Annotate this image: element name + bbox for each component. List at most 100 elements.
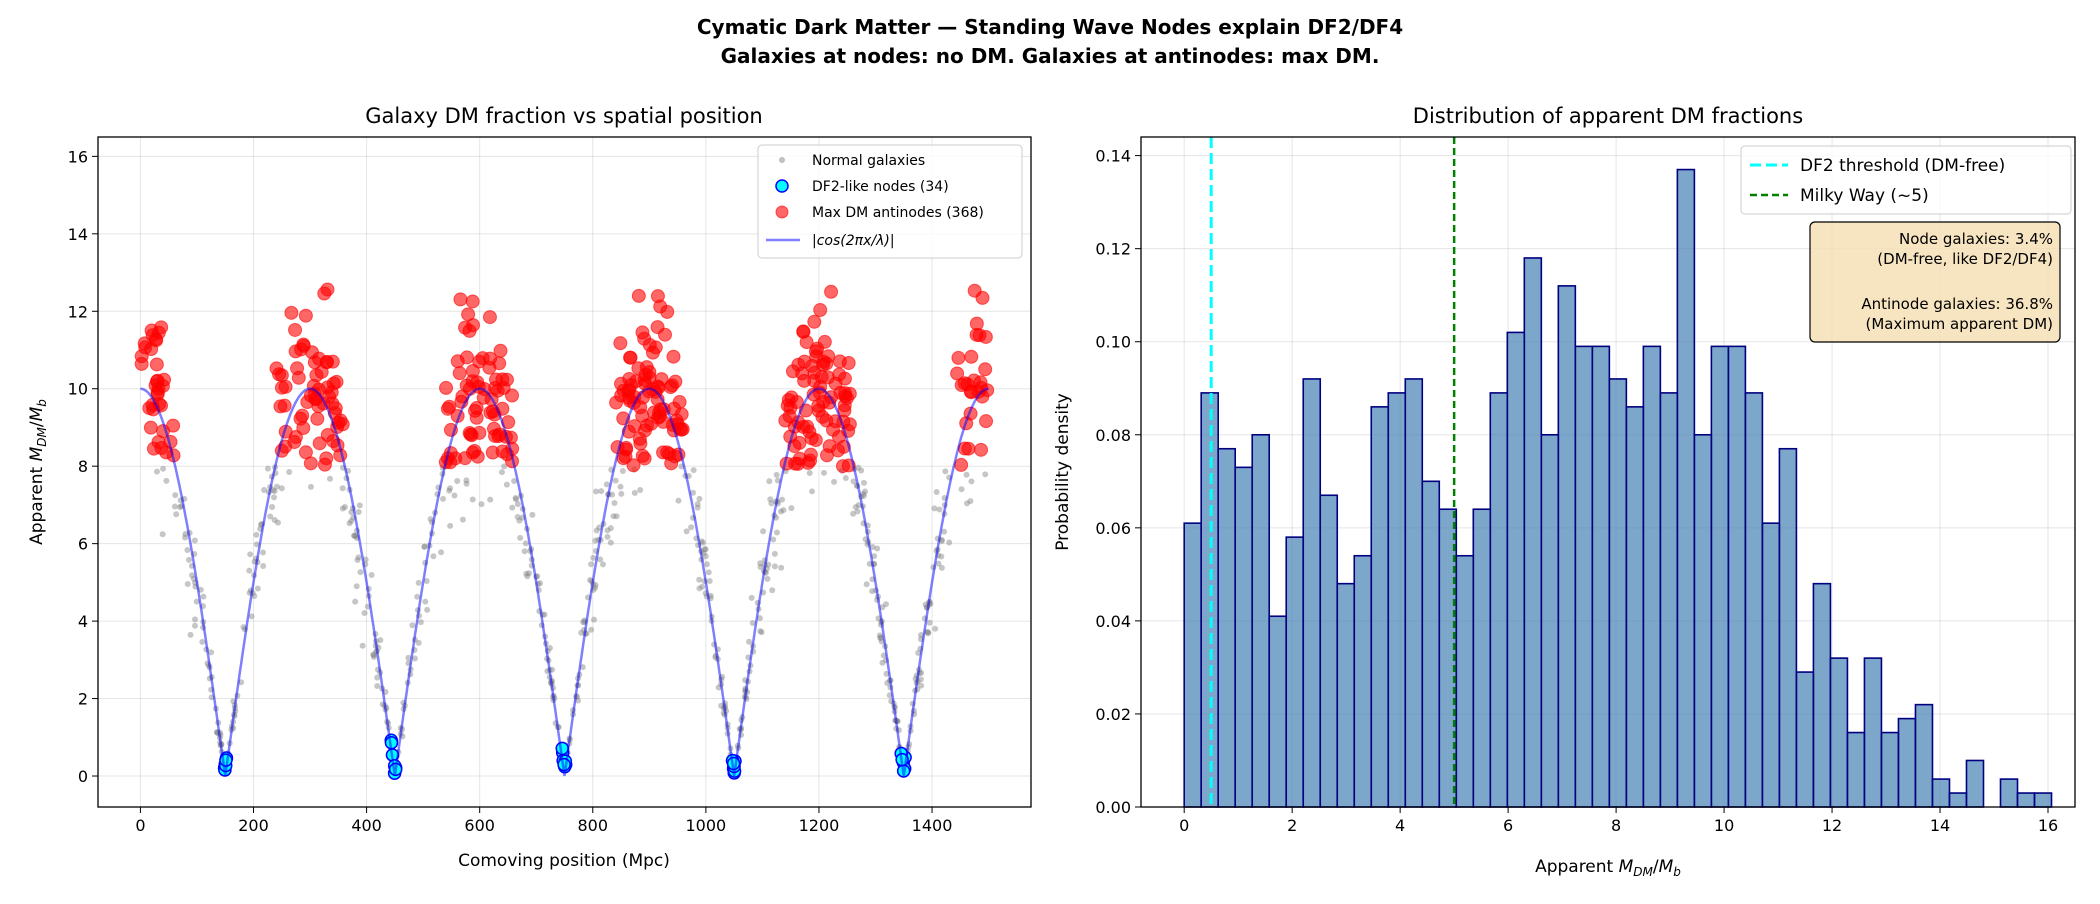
antinode-galaxy-point	[797, 373, 812, 388]
normal-galaxy-point	[756, 615, 763, 622]
normal-galaxy-point	[774, 477, 781, 484]
normal-galaxy-point	[374, 674, 381, 681]
antinode-galaxy-point	[452, 366, 467, 381]
annotation-line1: Node galaxies: 3.4%	[1899, 230, 2053, 248]
normal-galaxy-point	[706, 577, 713, 584]
antinode-galaxy-point	[461, 307, 476, 322]
normal-galaxy-point	[611, 500, 618, 507]
antinode-galaxy-point	[453, 292, 468, 307]
normal-galaxy-point	[696, 576, 703, 583]
left-title: Galaxy DM fraction vs spatial position	[365, 104, 763, 128]
normal-galaxy-point	[915, 649, 922, 656]
normal-galaxy-point	[353, 583, 360, 590]
normal-galaxy-point	[356, 502, 363, 509]
antinode-galaxy-point	[613, 336, 628, 351]
antinode-galaxy-point	[803, 453, 818, 468]
normal-galaxy-point	[271, 488, 278, 495]
normal-galaxy-point	[580, 619, 587, 626]
antinode-galaxy-point	[317, 457, 332, 472]
normal-galaxy-point	[863, 581, 870, 588]
antinode-galaxy-point	[322, 389, 337, 404]
normal-galaxy-point	[869, 544, 876, 551]
normal-galaxy-point	[182, 530, 189, 537]
normal-galaxy-point	[177, 504, 184, 511]
normal-galaxy-point	[882, 601, 889, 608]
normal-galaxy-point	[593, 527, 600, 534]
histogram-bar	[1744, 392, 1764, 808]
right-title: Distribution of apparent DM fractions	[1413, 104, 1803, 128]
histogram-bar	[1676, 168, 1696, 808]
normal-galaxy-point	[699, 539, 706, 546]
normal-galaxy-point	[852, 504, 859, 511]
antinode-galaxy-point	[320, 282, 335, 297]
annotation-line2: (DM-free, like DF2/DF4)	[1877, 250, 2053, 268]
histogram-bar	[1472, 508, 1492, 808]
normal-galaxy-point	[326, 475, 333, 482]
antinode-galaxy-point	[826, 422, 841, 437]
histogram-bar	[1863, 657, 1883, 808]
y-tick-label: 14	[68, 225, 88, 244]
antinode-galaxy-point	[458, 451, 473, 466]
antinode-galaxy-point	[656, 445, 671, 460]
y-tick-label: 0.00	[1095, 798, 1131, 817]
normal-galaxy-point	[600, 561, 607, 568]
normal-galaxy-point	[768, 500, 775, 507]
antinode-galaxy-point	[273, 399, 288, 414]
normal-galaxy-point	[269, 504, 276, 511]
normal-galaxy-point	[860, 479, 867, 486]
normal-galaxy-point	[192, 616, 199, 623]
x-tick-label: 10	[1714, 816, 1734, 835]
left-legend: Normal galaxies DF2-like nodes (34) Max …	[757, 144, 1023, 259]
normal-galaxy-point	[417, 619, 424, 626]
left-xlabel: Comoving position (Mpc)	[458, 851, 670, 871]
normal-galaxy-point	[718, 702, 725, 709]
normal-galaxy-point	[757, 560, 764, 567]
histogram-bar	[1404, 378, 1424, 808]
x-tick-label: 12	[1822, 816, 1842, 835]
antinode-galaxy-point	[320, 355, 335, 370]
antinode-galaxy-point	[668, 374, 683, 389]
normal-galaxy-point	[604, 527, 611, 534]
normal-galaxy-point	[964, 500, 971, 507]
antinode-galaxy-point	[635, 408, 650, 423]
normal-galaxy-point	[440, 495, 447, 502]
x-tick-label: 0	[1179, 816, 1189, 835]
normal-galaxy-point	[938, 564, 945, 571]
histogram-panel: Distribution of apparent DM fractions 0 2…	[1053, 104, 2076, 879]
normal-galaxy-point	[588, 561, 595, 568]
normal-galaxy-point	[917, 676, 924, 683]
histogram-bar	[1591, 345, 1611, 808]
normal-galaxy-point	[809, 488, 816, 495]
antinode-galaxy-point	[638, 367, 653, 382]
normal-galaxy-point	[702, 553, 709, 560]
histogram-bar	[1268, 615, 1288, 808]
right-axes-frame	[1140, 136, 2076, 808]
normal-galaxy-point	[339, 505, 346, 512]
normal-galaxy-point	[696, 585, 703, 592]
y-tick-label: 8	[78, 457, 88, 476]
normal-galaxy-point	[411, 655, 418, 662]
normal-galaxy-point	[521, 548, 528, 555]
histogram-bar	[1506, 331, 1526, 808]
histogram-bar	[2016, 792, 2036, 808]
normal-galaxy-point	[612, 477, 619, 484]
normal-galaxy-point	[522, 540, 529, 547]
histogram-bar	[1455, 554, 1475, 808]
normal-galaxy-point	[171, 503, 178, 510]
normal-galaxy-point	[746, 638, 753, 645]
legend-node-marker	[775, 179, 789, 193]
normal-galaxy-point	[348, 517, 355, 524]
antinode-galaxy-point	[137, 336, 152, 351]
normal-galaxy-point	[842, 475, 849, 482]
legend-mw-label: Milky Way (~5)	[1800, 186, 1929, 206]
normal-galaxy-point	[770, 536, 777, 543]
right-legend: DF2 threshold (DM-free) Milky Way (~5)	[1740, 145, 2072, 215]
histogram-bar	[1625, 406, 1645, 808]
normal-galaxy-point	[610, 513, 617, 520]
normal-galaxy-point	[757, 628, 764, 635]
antinode-galaxy-point	[808, 433, 823, 448]
histogram-bar	[1540, 433, 1560, 808]
histogram-bar	[1659, 392, 1679, 808]
normal-galaxy-point	[694, 501, 701, 508]
